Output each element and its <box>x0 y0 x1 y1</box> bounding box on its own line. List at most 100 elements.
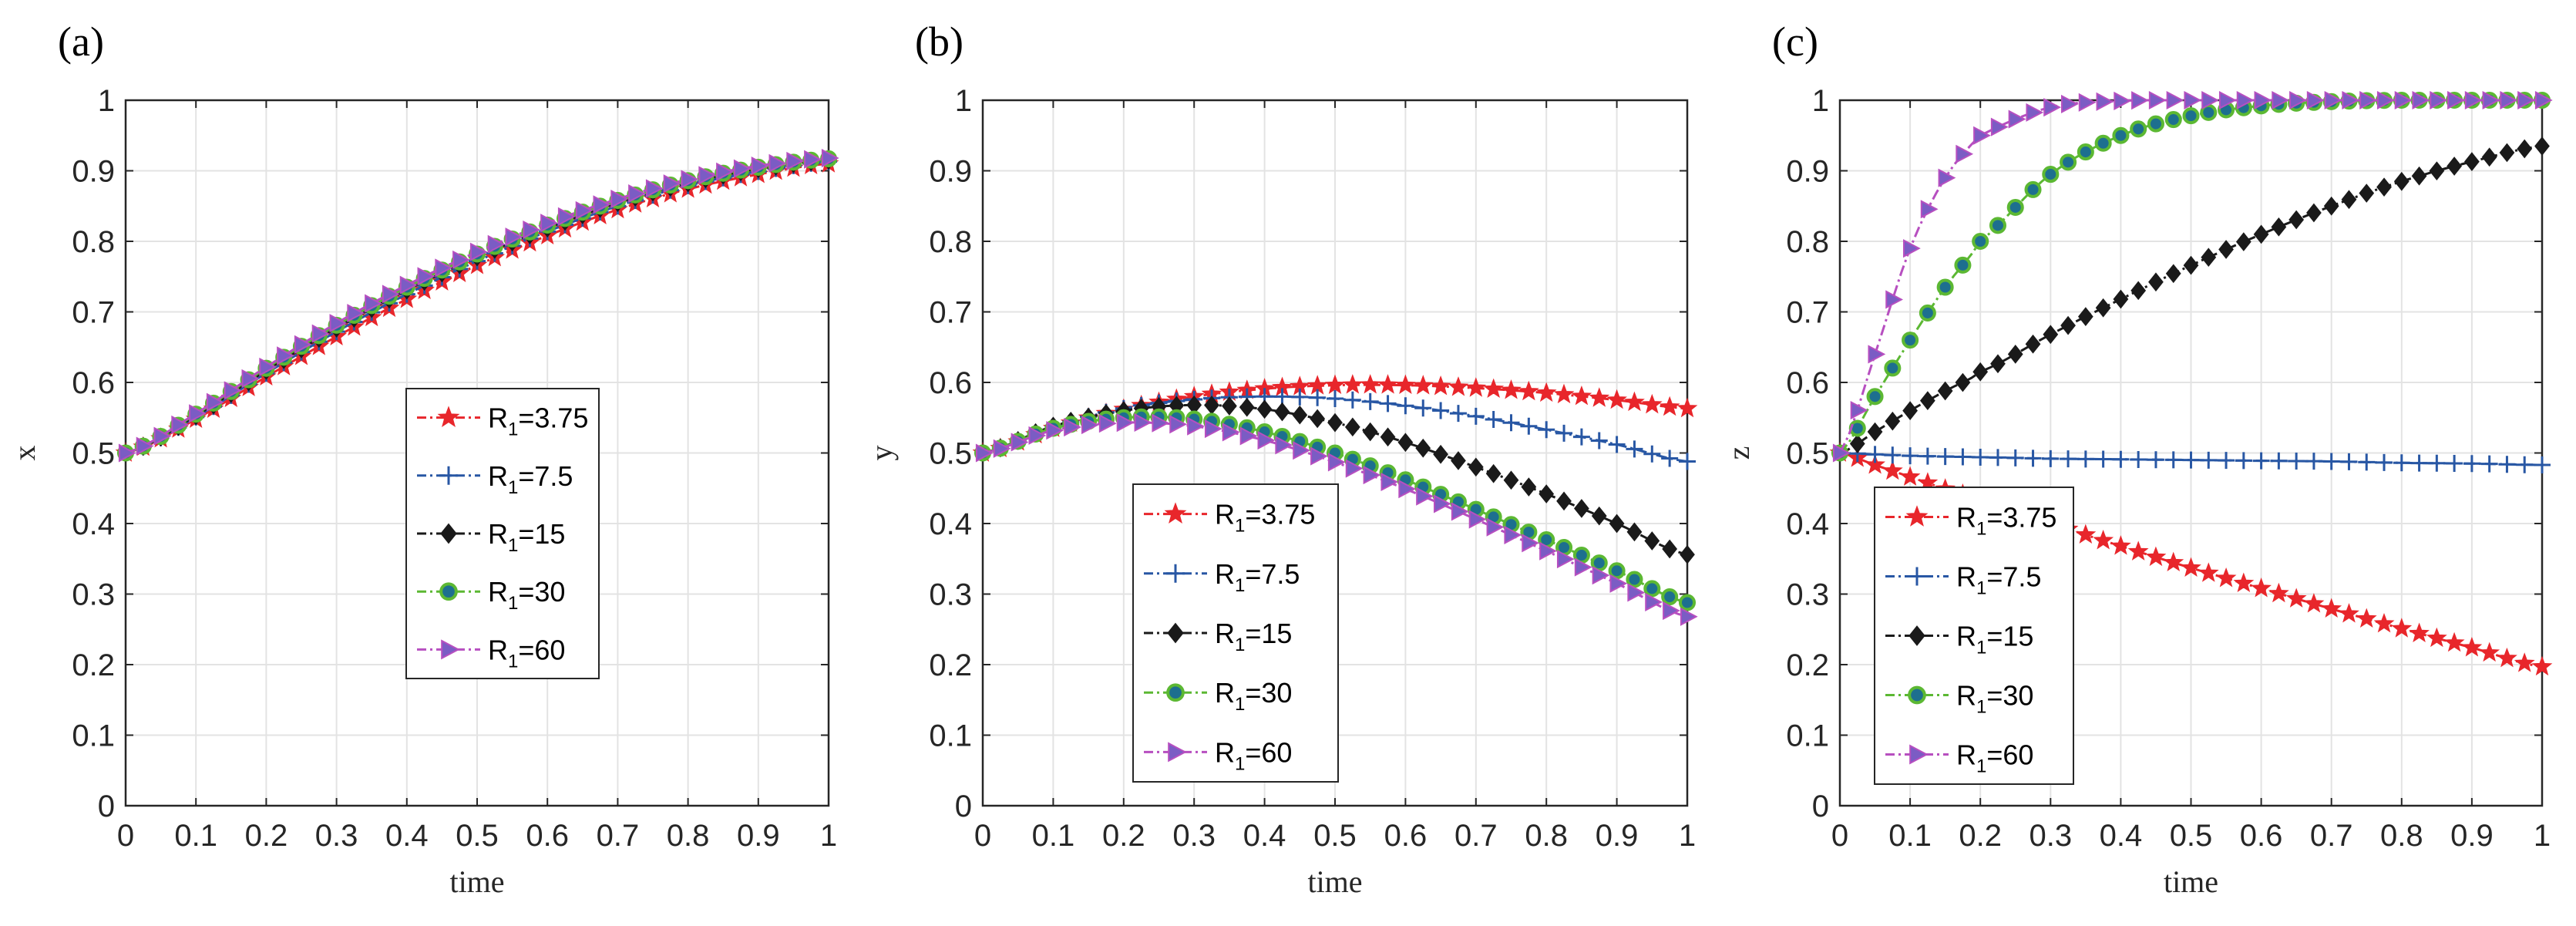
data-point <box>2006 449 2024 466</box>
y-tick-label: 0.3 <box>929 578 972 612</box>
data-point <box>136 436 154 456</box>
data-point <box>1866 446 1884 463</box>
x-tick-label: 0.7 <box>1454 819 1498 853</box>
data-point <box>1972 448 1989 466</box>
data-point <box>2409 622 2430 642</box>
data-point <box>2130 120 2147 138</box>
data-point <box>1064 417 1081 437</box>
x-tick-label: 0.7 <box>2310 819 2353 853</box>
data-point <box>1152 413 1170 433</box>
legend-label: R1=7.5 <box>1956 561 2041 599</box>
legend-label-sub: 1 <box>1976 638 1986 658</box>
data-point <box>2077 307 2093 326</box>
legend-label-main: R <box>1215 558 1235 590</box>
data-point <box>1643 580 1661 598</box>
data-point <box>2166 90 2184 110</box>
data-point <box>171 415 190 434</box>
data-point <box>1275 436 1293 455</box>
data-point <box>2272 90 2290 110</box>
data-point <box>2391 618 2413 638</box>
data-point <box>733 159 752 178</box>
data-point <box>2198 562 2219 582</box>
data-point <box>1902 332 1919 349</box>
data-point <box>1832 443 1851 463</box>
legend-marker <box>1908 567 1926 586</box>
data-point <box>1972 232 1989 251</box>
data-point <box>1919 304 1936 322</box>
data-point <box>1571 385 1592 406</box>
legend-label-main: R <box>1215 736 1235 768</box>
data-point <box>2531 655 2553 676</box>
legend-marker <box>440 523 457 544</box>
x-tick-label: 0.8 <box>2380 819 2423 853</box>
data-point <box>1645 592 1663 611</box>
data-point <box>2497 647 2517 668</box>
legend-label-rest: =3.75 <box>1245 499 1315 530</box>
data-point <box>2479 641 2500 662</box>
data-point <box>1398 480 1417 499</box>
legend-item: R1=7.5 <box>1885 561 2041 599</box>
legend-label-main: R <box>1215 677 1235 709</box>
data-point <box>1885 290 1904 309</box>
data-point <box>1274 402 1290 422</box>
legend-item: R1=7.5 <box>417 460 573 498</box>
legend-label-main: R <box>1215 499 1235 530</box>
data-point <box>1345 459 1364 478</box>
data-point <box>1204 419 1222 439</box>
series-R1=60 <box>1832 90 2553 463</box>
data-point <box>1327 412 1343 433</box>
y-tick-label: 0.3 <box>1786 578 1829 612</box>
data-point <box>118 443 136 463</box>
data-point <box>1990 117 2009 136</box>
data-point <box>1936 278 1954 296</box>
data-point <box>2303 593 2325 613</box>
data-point <box>2252 452 2270 470</box>
legend-label-sub: 1 <box>508 651 518 672</box>
data-point <box>1397 397 1414 415</box>
legend-label-rest: =7.5 <box>1245 558 1300 590</box>
x-tick-label: 0.4 <box>385 819 429 853</box>
data-point <box>1626 440 1643 458</box>
data-point <box>1521 477 1537 497</box>
data-point <box>1556 550 1575 569</box>
data-point <box>2285 588 2307 608</box>
data-point <box>2181 557 2201 577</box>
data-point <box>1902 401 1918 420</box>
y-tick-label: 0.9 <box>72 155 115 189</box>
data-point <box>1465 377 1487 397</box>
data-point <box>1680 544 1695 564</box>
legend-item: R1=15 <box>1885 621 2033 658</box>
legend-label: R1=30 <box>488 576 565 614</box>
data-point <box>1989 217 2006 234</box>
data-point <box>540 214 558 233</box>
y-tick-label: 0.5 <box>929 437 972 471</box>
data-point <box>1415 438 1431 458</box>
x-tick-label: 0.3 <box>2029 819 2072 853</box>
x-tick-label: 1 <box>2534 819 2551 853</box>
data-point <box>1626 571 1643 588</box>
data-point <box>1293 441 1310 460</box>
data-point <box>2323 196 2339 216</box>
legend-item: R1=3.75 <box>1885 502 2056 540</box>
y-tick-label: 0.9 <box>929 155 972 189</box>
y-tick-label: 0.8 <box>929 225 972 259</box>
data-point <box>2130 281 2147 301</box>
data-point <box>2253 224 2269 244</box>
data-point <box>1485 410 1502 428</box>
data-point <box>2393 171 2410 191</box>
data-point <box>1486 517 1505 537</box>
legend-label-main: R <box>488 402 508 434</box>
x-tick-label: 0.3 <box>1172 819 1216 853</box>
y-tick-label: 0.7 <box>929 296 972 330</box>
legend-label: R1=60 <box>488 634 565 672</box>
data-point <box>2288 210 2305 230</box>
legend-label-sub: 1 <box>1235 516 1245 537</box>
data-point <box>2412 90 2430 110</box>
data-point <box>2024 180 2042 198</box>
data-point <box>1291 388 1309 406</box>
data-point <box>2182 451 2200 469</box>
data-point <box>1555 424 1573 442</box>
legend-label-rest: =30 <box>518 576 565 608</box>
panel-1: 0 0.1 0.2 0.3 0.4 0.5 0.6 0.7 0.8 0.9 1 0 0.1 0.2 0.3 0… <box>7 19 839 899</box>
data-point <box>2480 455 2498 473</box>
